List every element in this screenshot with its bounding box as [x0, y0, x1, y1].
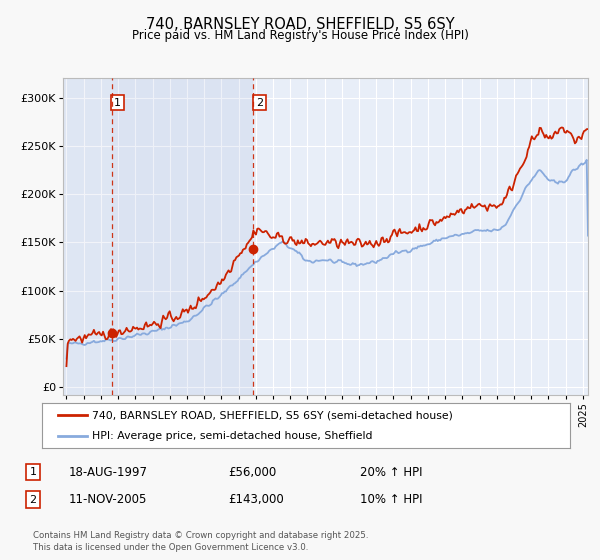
Text: 20% ↑ HPI: 20% ↑ HPI	[360, 465, 422, 479]
Text: 1: 1	[114, 97, 121, 108]
Text: £56,000: £56,000	[228, 465, 276, 479]
Bar	[63, 78, 112, 395]
Text: 740, BARNSLEY ROAD, SHEFFIELD, S5 6SY: 740, BARNSLEY ROAD, SHEFFIELD, S5 6SY	[146, 17, 454, 32]
Text: Contains HM Land Registry data © Crown copyright and database right 2025.
This d: Contains HM Land Registry data © Crown c…	[33, 531, 368, 552]
Text: 740, BARNSLEY ROAD, SHEFFIELD, S5 6SY (semi-detached house): 740, BARNSLEY ROAD, SHEFFIELD, S5 6SY (s…	[92, 410, 453, 421]
Bar	[112, 78, 253, 395]
Text: Price paid vs. HM Land Registry's House Price Index (HPI): Price paid vs. HM Land Registry's House …	[131, 29, 469, 42]
Text: £143,000: £143,000	[228, 493, 284, 506]
Text: 1: 1	[29, 467, 37, 477]
Text: 11-NOV-2005: 11-NOV-2005	[69, 493, 148, 506]
Text: 2: 2	[256, 97, 263, 108]
Text: 2: 2	[29, 494, 37, 505]
Text: 18-AUG-1997: 18-AUG-1997	[69, 465, 148, 479]
Text: 10% ↑ HPI: 10% ↑ HPI	[360, 493, 422, 506]
Text: HPI: Average price, semi-detached house, Sheffield: HPI: Average price, semi-detached house,…	[92, 431, 373, 441]
